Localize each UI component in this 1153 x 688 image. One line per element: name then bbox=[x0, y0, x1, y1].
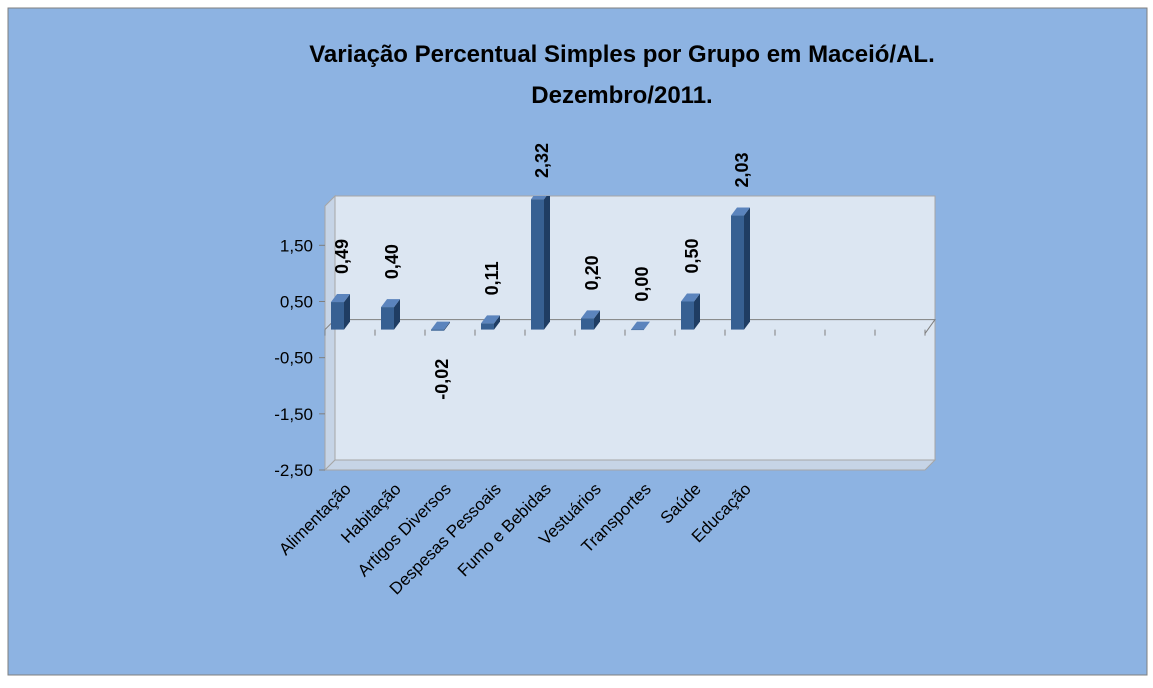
bar-top bbox=[631, 321, 650, 330]
y-tick-label: 1,50 bbox=[280, 236, 313, 255]
bar-side bbox=[394, 299, 400, 330]
bar bbox=[481, 323, 494, 330]
y-tick-label: 0,50 bbox=[280, 292, 313, 311]
y-tick-label: -1,50 bbox=[274, 405, 313, 424]
bar-top bbox=[531, 196, 547, 200]
bar-top bbox=[731, 207, 750, 216]
bars bbox=[331, 196, 750, 331]
data-label: 2,03 bbox=[732, 153, 752, 188]
bar bbox=[581, 318, 594, 330]
data-label: 0,20 bbox=[582, 255, 602, 290]
bar-top bbox=[581, 310, 600, 319]
bar-top bbox=[481, 315, 500, 324]
bar bbox=[731, 215, 744, 330]
bar bbox=[381, 307, 394, 330]
side-wall bbox=[324, 194, 336, 472]
data-label: 0,11 bbox=[482, 261, 502, 295]
chart-title: Dezembro/2011. bbox=[531, 82, 712, 109]
bar-side bbox=[494, 315, 500, 330]
y-tick-label: -2,50 bbox=[274, 461, 313, 480]
bar-side bbox=[744, 207, 750, 330]
y-tick-label: -0,50 bbox=[274, 349, 313, 368]
data-label: 0,50 bbox=[682, 238, 702, 273]
bar-side bbox=[544, 196, 550, 330]
bar-side bbox=[444, 321, 450, 331]
data-label: 0,00 bbox=[632, 267, 652, 302]
bar-top bbox=[431, 321, 450, 330]
bar bbox=[681, 301, 694, 330]
floor bbox=[323, 459, 937, 471]
bar bbox=[331, 302, 344, 330]
bar bbox=[431, 329, 444, 331]
bar-side bbox=[344, 294, 350, 330]
chart-title: Variação Percentual Simples por Grupo em… bbox=[309, 41, 935, 68]
bar-top bbox=[681, 293, 700, 302]
bar bbox=[631, 329, 644, 331]
bar bbox=[531, 199, 544, 330]
data-label: 0,40 bbox=[382, 244, 402, 279]
bar-top bbox=[331, 294, 350, 303]
data-label: 2,32 bbox=[532, 143, 552, 178]
bar-top bbox=[381, 299, 400, 308]
zero-line bbox=[324, 319, 936, 334]
bar-side bbox=[594, 310, 600, 330]
data-label: 0,49 bbox=[332, 239, 352, 274]
bar-side bbox=[694, 293, 700, 330]
data-label: -0,02 bbox=[432, 359, 452, 400]
